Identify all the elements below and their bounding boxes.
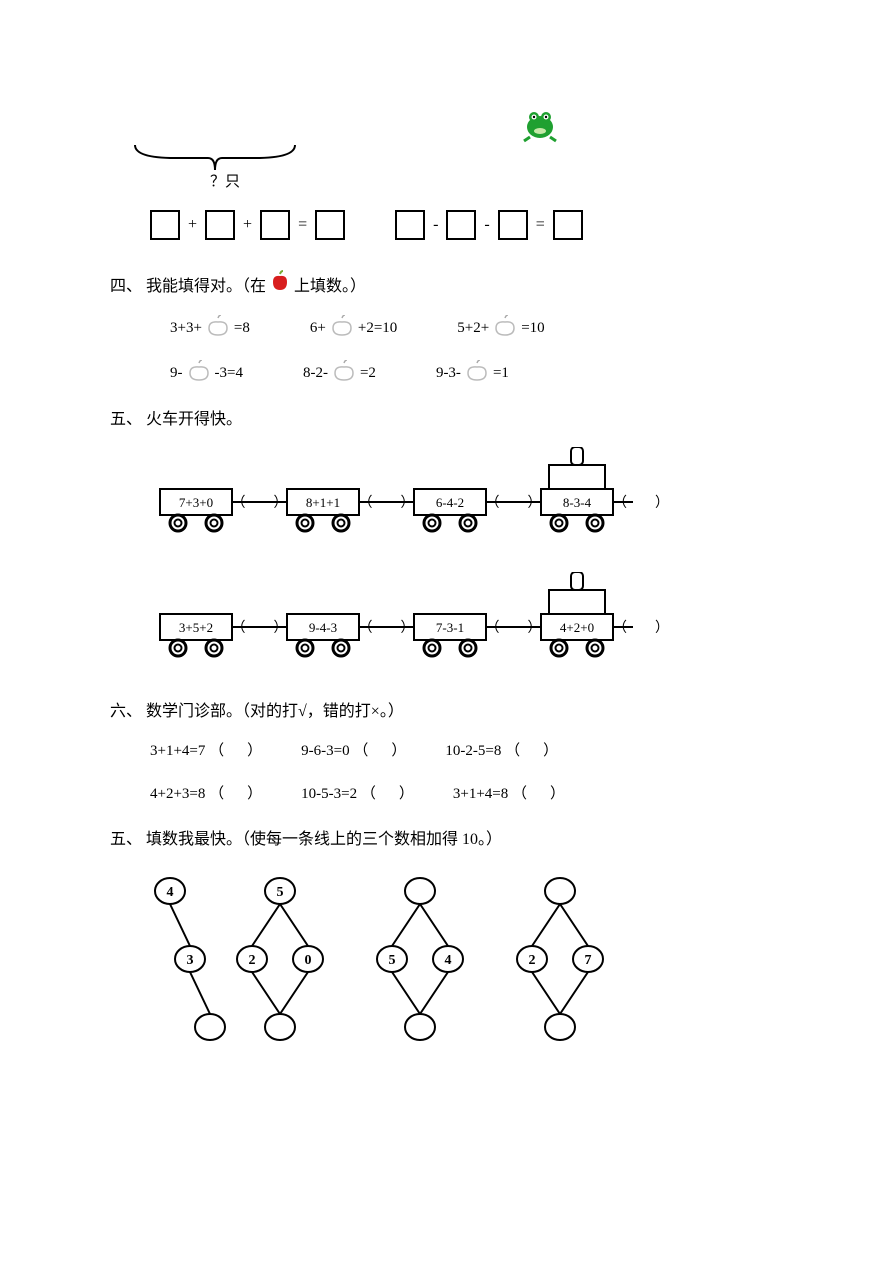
section-4-body: 3+3+=8 6++2=10 5+2+=10 9--3=4 8-2-=2 9-3-=1 <box>130 315 762 387</box>
svg-text:（ ）: （ ） <box>486 495 542 511</box>
fill-item[interactable]: 5+2+=10 <box>457 315 544 342</box>
svg-text:4: 4 <box>167 885 174 900</box>
svg-text:5: 5 <box>389 953 396 968</box>
svg-text:（ ）: （ ） <box>486 620 542 636</box>
section-5-title: 五、 火车开得快。 <box>110 405 762 429</box>
svg-text:（ ）: （ ） <box>613 620 669 636</box>
fill-item[interactable]: 9--3=4 <box>170 360 243 387</box>
section-6-body: 3+1+4=7 （ ） 9-6-3=0 （ ） 10-2-5=8 （ ） 4+2+3=… <box>130 739 762 803</box>
svg-text:7-3-1: 7-3-1 <box>436 620 464 635</box>
svg-text:2: 2 <box>529 953 536 968</box>
fill-row: 9--3=4 8-2-=2 9-3-=1 <box>170 360 762 387</box>
check-row: 4+2+3=8 （ ） 10-5-3=2 （ ） 3+1+4=8 （ ） <box>150 782 762 803</box>
section-text: 我能填得对。（在 <box>146 272 266 296</box>
fill-item[interactable]: 9-3-=1 <box>436 360 509 387</box>
tree-diagrams: 4 3 5 2 0 5 4 2 7 <box>130 869 762 1054</box>
check-item[interactable]: 4+2+3=8 （ ） <box>150 782 266 803</box>
section-text: 上填数。） <box>294 272 366 296</box>
box[interactable] <box>498 210 528 240</box>
check-item[interactable]: 3+1+4=7 （ ） <box>150 739 266 760</box>
check-item[interactable]: 10-5-3=2 （ ） <box>301 782 418 803</box>
section-num: 四、 <box>110 272 142 296</box>
train-1: 7+3+0 （ ） 8+1+1 （ ） 6-4-2 （ ） 8-3-4 （ ） <box>140 447 762 542</box>
section-text: 火车开得快。 <box>146 405 242 429</box>
svg-text:3: 3 <box>187 953 194 968</box>
section-num: 六、 <box>110 697 142 721</box>
svg-text:4: 4 <box>445 953 452 968</box>
check-item[interactable]: 3+1+4=8 （ ） <box>453 782 569 803</box>
svg-text:3+5+2: 3+5+2 <box>179 620 213 635</box>
box[interactable] <box>315 210 345 240</box>
subtraction-boxes: - - = <box>395 210 583 240</box>
section-4-title: 四、 我能填得对。（在 上填数。） <box>110 270 762 297</box>
svg-text:（ ）: （ ） <box>613 495 669 511</box>
section-6-title: 六、 数学门诊部。（对的打√，错的打×。） <box>110 697 762 721</box>
apple-icon <box>270 270 290 297</box>
svg-text:8+1+1: 8+1+1 <box>306 495 340 510</box>
fill-item[interactable]: 6++2=10 <box>310 315 397 342</box>
check-item[interactable]: 9-6-3=0 （ ） <box>301 739 410 760</box>
frog-icon <box>520 105 560 150</box>
svg-text:0: 0 <box>305 953 312 968</box>
svg-text:（ ）: （ ） <box>359 620 415 636</box>
svg-text:（ ）: （ ） <box>232 620 288 636</box>
fill-row: 3+3+=8 6++2=10 5+2+=10 <box>170 315 762 342</box>
bracket-question: ？只 <box>120 100 762 190</box>
svg-text:7+3+0: 7+3+0 <box>179 495 213 510</box>
box[interactable] <box>395 210 425 240</box>
addition-boxes: + + = <box>150 210 345 240</box>
train-2: 3+5+2 （ ） 9-4-3 （ ） 7-3-1 （ ） 4+2+0 （ ） <box>140 572 762 667</box>
fill-item[interactable]: 3+3+=8 <box>170 315 250 342</box>
check-item[interactable]: 10-2-5=8 （ ） <box>445 739 562 760</box>
plus-op: + <box>241 216 254 234</box>
box[interactable] <box>553 210 583 240</box>
plus-op: + <box>186 216 199 234</box>
eq-op: = <box>296 216 309 234</box>
minus-op: - <box>431 216 440 234</box>
svg-text:5: 5 <box>277 885 284 900</box>
svg-text:9-4-3: 9-4-3 <box>309 620 337 635</box>
svg-text:（ ）: （ ） <box>359 495 415 511</box>
eq-op: = <box>534 216 547 234</box>
section-text: 填数我最快。（使每一条线上的三个数相加得 10。） <box>146 825 502 849</box>
section-num: 五、 <box>110 825 142 849</box>
check-row: 3+1+4=7 （ ） 9-6-3=0 （ ） 10-2-5=8 （ ） <box>150 739 762 760</box>
box[interactable] <box>260 210 290 240</box>
svg-text:7: 7 <box>585 953 592 968</box>
box[interactable] <box>205 210 235 240</box>
svg-text:6-4-2: 6-4-2 <box>436 495 464 510</box>
box[interactable] <box>446 210 476 240</box>
question-label: ？只 <box>210 170 240 191</box>
svg-text:（ ）: （ ） <box>232 495 288 511</box>
box-equations: + + = - - = <box>150 210 762 240</box>
svg-text:8-3-4: 8-3-4 <box>563 495 592 510</box>
section-num: 五、 <box>110 405 142 429</box>
fill-item[interactable]: 8-2-=2 <box>303 360 376 387</box>
svg-text:2: 2 <box>249 953 256 968</box>
box[interactable] <box>150 210 180 240</box>
svg-text:4+2+0: 4+2+0 <box>560 620 594 635</box>
section-text: 数学门诊部。（对的打√，错的打×。） <box>146 697 404 721</box>
minus-op: - <box>482 216 491 234</box>
section-7-title: 五、 填数我最快。（使每一条线上的三个数相加得 10。） <box>110 825 762 849</box>
